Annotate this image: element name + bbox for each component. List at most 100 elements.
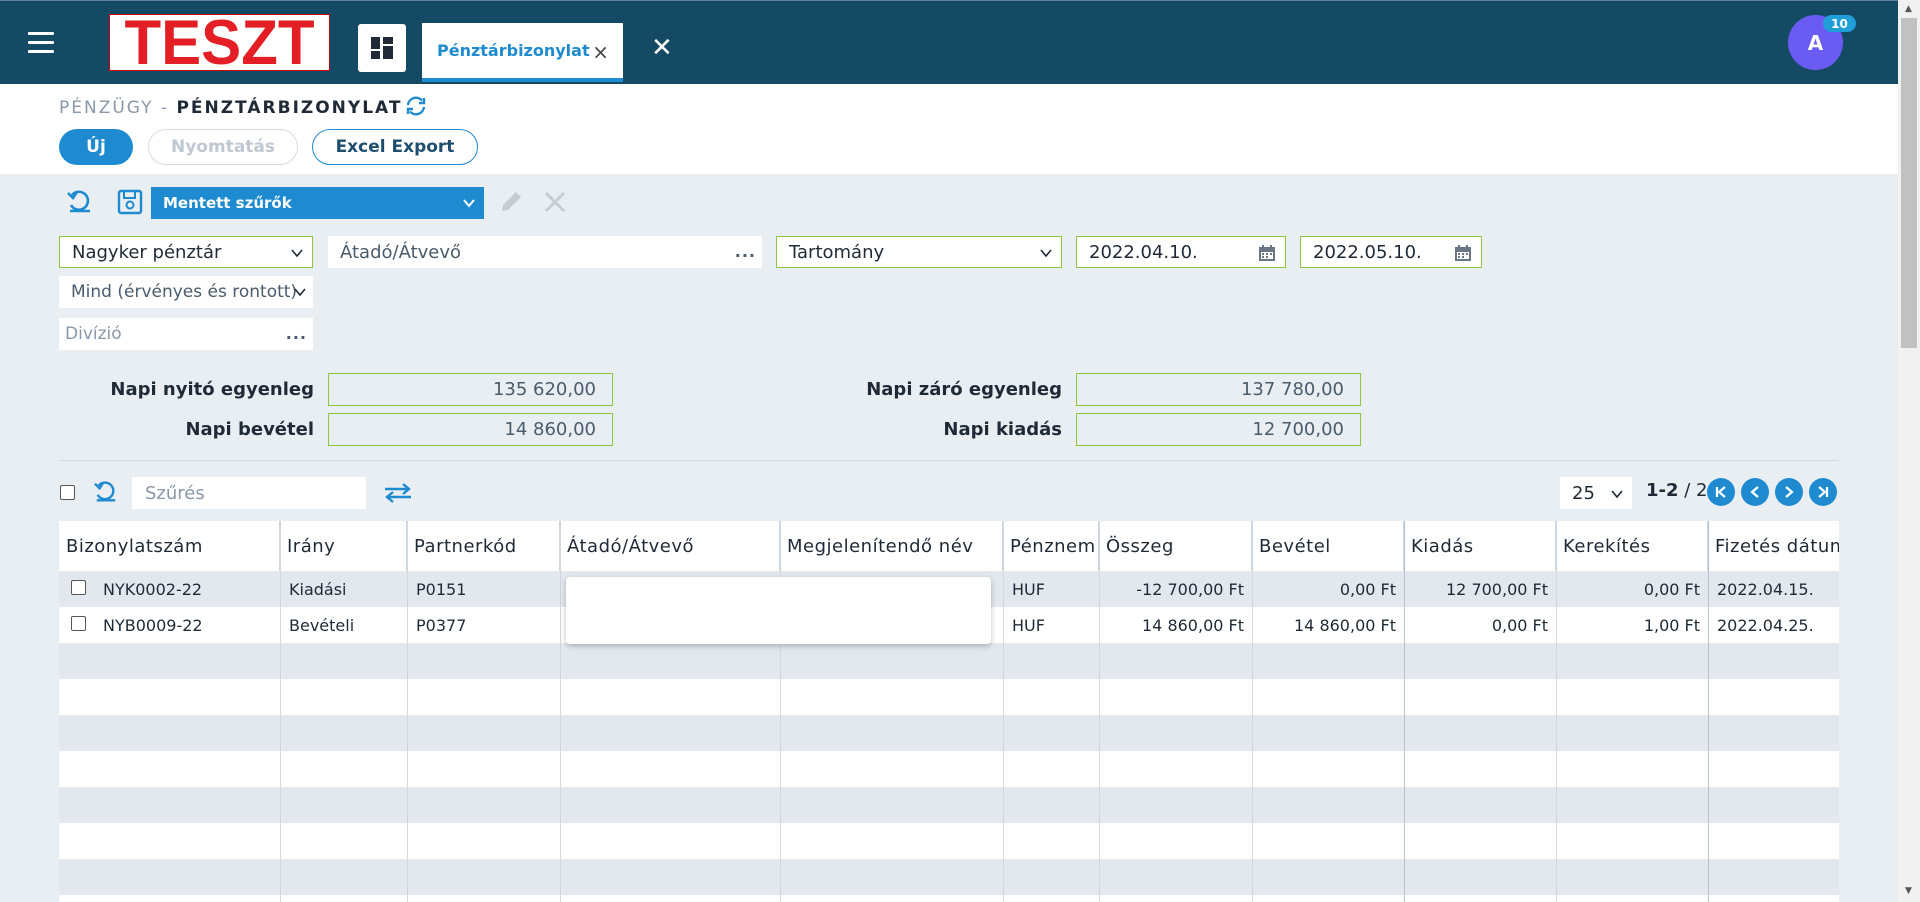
division-lookup-icon[interactable]: ... xyxy=(285,324,307,343)
saved-filters-dropdown[interactable]: Mentett szűrők xyxy=(151,187,484,219)
breadcrumb-module[interactable]: PÉNZÜGY - xyxy=(59,98,170,118)
expense-label: Napi kiadás xyxy=(943,419,1062,440)
cashdesk-select[interactable]: Nagyker pénztár xyxy=(59,236,313,268)
range-select[interactable]: Tartomány xyxy=(776,236,1062,268)
col-header-partnerkod[interactable]: Partnerkód xyxy=(407,521,560,571)
pencil-icon[interactable] xyxy=(498,189,524,215)
division-placeholder: Divízió xyxy=(65,324,122,344)
cell-bizonylatszam: NYB0009-22 xyxy=(103,615,203,635)
page-total: / 2 xyxy=(1684,480,1708,501)
col-header-atado-atvevo[interactable]: Átadó/Átvevő xyxy=(560,521,780,571)
income-value: 14 860,00 xyxy=(328,413,613,446)
empty-row xyxy=(59,787,1839,823)
column-divider xyxy=(1252,521,1253,902)
last-page-icon xyxy=(1818,486,1829,498)
column-divider xyxy=(1556,521,1557,902)
scroll-up-icon[interactable]: ▲ xyxy=(1905,4,1912,14)
grid-filter-input[interactable]: Szűrés xyxy=(132,477,366,509)
chevron-down-icon xyxy=(463,199,475,208)
scroll-thumb[interactable] xyxy=(1901,18,1917,348)
calendar-icon[interactable] xyxy=(1257,243,1277,263)
undo-icon[interactable] xyxy=(93,480,119,504)
undo-icon[interactable] xyxy=(66,189,94,215)
date-from-field[interactable]: 2022.04.10. xyxy=(1076,236,1286,268)
cell-kiadas: 0,00 Ft xyxy=(1491,615,1548,635)
save-icon[interactable] xyxy=(117,189,143,215)
opening-balance-value: 135 620,00 xyxy=(328,373,613,406)
tab-penztarbizonylat[interactable]: Pénztárbizonylat × xyxy=(422,23,623,82)
select-all-checkbox[interactable] xyxy=(60,485,75,500)
income-label: Napi bevétel xyxy=(185,419,314,440)
closing-balance-value: 137 780,00 xyxy=(1076,373,1361,406)
expense-value: 12 700,00 xyxy=(1076,413,1361,446)
column-divider xyxy=(407,521,408,902)
new-button[interactable]: Új xyxy=(59,129,133,165)
logo-text: TESZT xyxy=(124,6,315,78)
scroll-down-icon[interactable]: ▼ xyxy=(1905,886,1912,896)
tooltip-popup xyxy=(566,577,991,644)
col-header-kerekites[interactable]: Kerekítés xyxy=(1556,521,1708,571)
cell-penznem: HUF xyxy=(1012,579,1045,599)
column-divider xyxy=(560,521,561,902)
empty-row xyxy=(59,859,1839,895)
next-page-button[interactable] xyxy=(1775,478,1803,506)
empty-row xyxy=(59,643,1839,679)
col-header-kiadas[interactable]: Kiadás xyxy=(1404,521,1556,571)
logo: TESZT xyxy=(109,6,330,78)
col-header-penznem[interactable]: Pénznem xyxy=(1003,521,1099,571)
refresh-icon[interactable] xyxy=(404,94,428,118)
col-header-irany[interactable]: Irány xyxy=(280,521,407,571)
status-select[interactable]: Mind (érvényes és rontott) xyxy=(59,276,313,308)
cell-fizetes-datuma: 2022.04.25. xyxy=(1717,615,1814,635)
tab-close-icon[interactable]: × xyxy=(592,40,609,64)
dashboard-button[interactable] xyxy=(358,24,406,72)
close-all-tabs-icon[interactable]: ✕ xyxy=(651,33,673,63)
first-page-button[interactable] xyxy=(1707,478,1735,506)
date-from-value: 2022.04.10. xyxy=(1089,241,1198,263)
col-header-osszeg[interactable]: Összeg xyxy=(1099,521,1252,571)
col-header-fizetes-datuma[interactable]: Fizetés dátuma xyxy=(1715,535,1839,557)
empty-row xyxy=(59,679,1839,715)
cell-irany: Kiadási xyxy=(289,579,347,599)
prev-page-button[interactable] xyxy=(1741,478,1769,506)
partner-placeholder: Átadó/Átvevő xyxy=(340,241,462,263)
column-divider xyxy=(1708,521,1709,902)
calendar-icon[interactable] xyxy=(1453,243,1473,263)
first-page-icon xyxy=(1715,486,1726,498)
empty-row xyxy=(59,715,1839,751)
page-size-select[interactable]: 25 xyxy=(1560,477,1632,509)
date-to-field[interactable]: 2022.05.10. xyxy=(1300,236,1482,268)
cell-penznem: HUF xyxy=(1012,615,1045,635)
partner-lookup-icon[interactable]: ... xyxy=(734,242,756,261)
cell-kiadas: 12 700,00 Ft xyxy=(1446,579,1548,599)
closing-balance-label: Napi záró egyenleg xyxy=(866,379,1062,400)
swap-icon[interactable] xyxy=(383,482,413,504)
cell-bevetel: 0,00 Ft xyxy=(1339,579,1396,599)
column-divider xyxy=(1099,521,1100,902)
status-value: Mind (érvényes és rontott) xyxy=(71,282,298,302)
hamburger-menu-icon[interactable] xyxy=(28,32,54,54)
row-checkbox[interactable] xyxy=(71,580,86,595)
empty-row xyxy=(59,895,1839,902)
cell-kerekites: 1,00 Ft xyxy=(1643,615,1700,635)
chevron-left-icon xyxy=(1750,486,1759,498)
col-header-bizonylatszam[interactable]: Bizonylatszám xyxy=(59,521,280,571)
cell-osszeg: -12 700,00 Ft xyxy=(1136,579,1244,599)
col-header-megjelenitendo-nev[interactable]: Megjelenítendő név xyxy=(780,521,1003,571)
row-checkbox[interactable] xyxy=(71,616,86,631)
division-field[interactable]: Divízió ... xyxy=(59,318,313,350)
partner-field[interactable]: Átadó/Átvevő ... xyxy=(328,236,762,268)
cell-osszeg: 14 860,00 Ft xyxy=(1142,615,1244,635)
cell-bevetel: 14 860,00 Ft xyxy=(1294,615,1396,635)
excel-export-button[interactable]: Excel Export xyxy=(312,129,478,165)
cell-partnerkod: P0151 xyxy=(416,579,467,599)
page-info: 1-2 / 2 xyxy=(1646,480,1708,501)
cell-kerekites: 0,00 Ft xyxy=(1643,579,1700,599)
last-page-button[interactable] xyxy=(1809,478,1837,506)
print-button[interactable]: Nyomtatás xyxy=(148,129,298,165)
opening-balance-label: Napi nyitó egyenleg xyxy=(110,379,314,400)
col-header-bevetel[interactable]: Bevétel xyxy=(1252,521,1404,571)
date-to-value: 2022.05.10. xyxy=(1313,241,1422,263)
close-icon[interactable] xyxy=(543,190,567,214)
column-divider xyxy=(780,521,781,902)
